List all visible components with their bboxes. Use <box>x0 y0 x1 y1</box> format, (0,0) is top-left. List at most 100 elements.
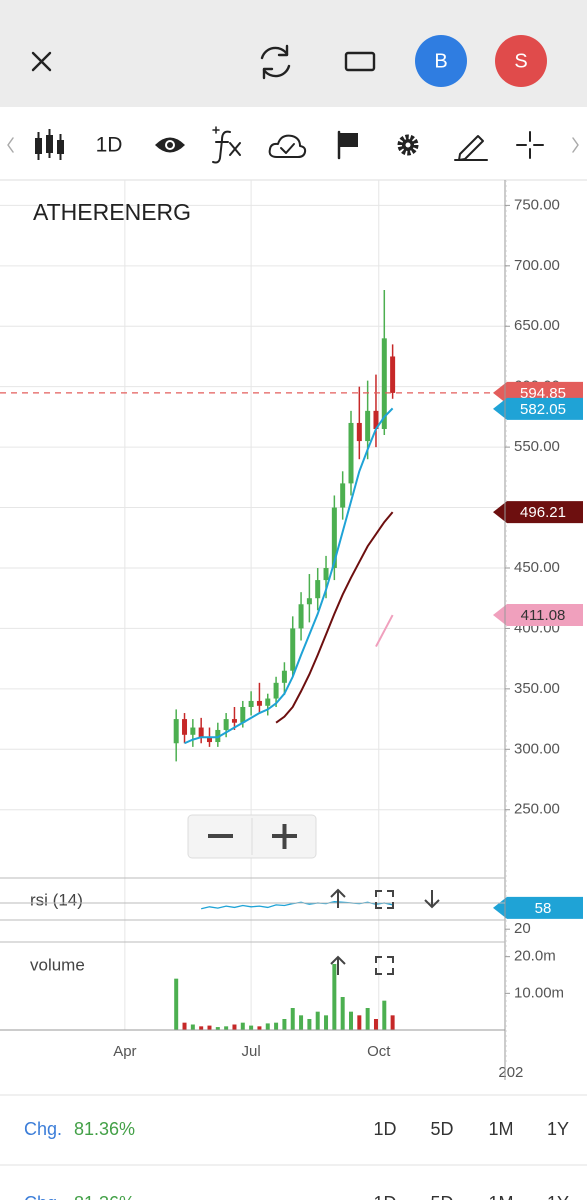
close-button[interactable] <box>31 51 52 72</box>
chart-title: ATHERENERG <box>33 199 191 225</box>
volume-bar <box>299 1015 304 1030</box>
y-tick-label: 350.00 <box>514 680 560 697</box>
candle-body <box>281 670 287 683</box>
volume-bar <box>349 1011 354 1030</box>
candle-body <box>265 698 271 706</box>
x-tick-label: Oct <box>367 1043 391 1060</box>
move-up[interactable] <box>330 888 346 908</box>
candle-body <box>182 719 188 735</box>
candle-body <box>323 567 329 581</box>
x-tick-label: 202 <box>498 1064 523 1081</box>
candle-body <box>356 422 362 442</box>
volume-bar <box>224 1026 229 1030</box>
candle-body <box>190 727 196 735</box>
volume-bar <box>282 1019 287 1030</box>
y-tick-label: 300.00 <box>514 740 560 757</box>
avatar-s[interactable] <box>495 35 547 87</box>
x-tick-label: Apr <box>113 1043 136 1060</box>
volume-bar <box>199 1026 204 1030</box>
maximize[interactable] <box>375 890 394 909</box>
chart-area: Apr Jul Oct202250.00300.00350.00400.00450.… <box>0 180 583 1081</box>
candle-body <box>231 719 237 723</box>
volume-bar <box>324 1015 329 1030</box>
change-label: Chg. <box>24 1119 62 1139</box>
range-button[interactable]: 1D <box>373 1193 396 1200</box>
y-tick-label: 450.00 <box>514 559 560 576</box>
moving-average <box>184 407 394 745</box>
range-button[interactable]: 1M <box>488 1193 513 1200</box>
volume-bar <box>274 1022 279 1030</box>
volume-bar <box>332 964 337 1030</box>
maximize[interactable] <box>375 956 394 975</box>
range-button[interactable]: 5D <box>430 1119 453 1139</box>
volume-bar <box>390 1015 395 1030</box>
volume-bar <box>190 1024 195 1030</box>
crosshair-button[interactable] <box>516 131 544 159</box>
candle-body <box>198 727 204 738</box>
candle-body <box>273 682 279 699</box>
visibility-button[interactable] <box>155 137 185 153</box>
flag-button[interactable] <box>337 130 358 160</box>
y-tick-label: 750.00 <box>514 196 560 213</box>
volume-bar <box>174 978 179 1030</box>
range-button[interactable]: 5D <box>430 1193 453 1200</box>
header-bar <box>0 0 587 107</box>
range-button[interactable]: 1Y <box>547 1119 569 1139</box>
layout-button[interactable] <box>344 51 376 72</box>
zoom-controls <box>187 814 317 859</box>
pane-controls <box>330 888 440 975</box>
refresh-button[interactable] <box>260 44 291 80</box>
candle-body <box>365 410 371 442</box>
settings-button[interactable] <box>397 134 419 156</box>
candle-body <box>373 410 379 429</box>
avatar-b[interactable] <box>415 35 467 87</box>
candle-body <box>206 737 212 743</box>
change-value: 81.36% <box>74 1193 135 1200</box>
price-tag <box>493 397 583 420</box>
volume-bar <box>232 1024 237 1030</box>
volume-bar <box>249 1025 254 1030</box>
candle-body <box>306 598 312 605</box>
interval-button[interactable]: 1D <box>96 134 123 157</box>
scroll-right[interactable] <box>572 137 579 153</box>
volume-bar <box>315 1011 320 1030</box>
avatar-label: S <box>514 50 527 72</box>
range-button[interactable]: 1Y <box>547 1193 569 1200</box>
y-tick-label: 20 <box>514 920 531 937</box>
candle-body <box>298 604 304 629</box>
range-button[interactable]: 1D <box>373 1119 396 1139</box>
price-tag <box>493 896 583 919</box>
volume-bar <box>357 1015 362 1030</box>
price-tag-label: 594.85 <box>520 385 566 402</box>
volume-bar <box>307 1019 312 1030</box>
chart-type-button[interactable] <box>35 129 64 160</box>
moving-average <box>375 614 394 648</box>
zoom-in[interactable] <box>272 824 297 849</box>
price-tag <box>493 501 583 524</box>
volume-bar <box>215 1027 220 1030</box>
volume-bar <box>382 1000 387 1030</box>
x-tick-label: Jul <box>242 1043 261 1060</box>
cloud-button[interactable] <box>268 134 307 158</box>
y-tick-label: 550.00 <box>514 438 560 455</box>
change-value: 81.36% <box>74 1119 135 1139</box>
volume-bar <box>365 1008 370 1030</box>
indicators-button[interactable] <box>212 126 241 164</box>
pane-legend: rsi (14) <box>30 890 83 909</box>
candle-body <box>223 719 229 730</box>
price-tag-label: 58 <box>535 900 552 917</box>
price-tag <box>493 604 583 627</box>
candle-body <box>240 706 246 723</box>
candle-body <box>340 483 346 508</box>
y-tick-label: 10.00m <box>514 984 564 1001</box>
price-tag-label: 411.08 <box>521 607 566 624</box>
volume-bar <box>257 1026 262 1030</box>
range-button[interactable]: 1M <box>488 1119 513 1139</box>
move-down[interactable] <box>424 890 440 909</box>
volume-bar <box>373 1019 378 1030</box>
scroll-left[interactable] <box>7 137 14 153</box>
draw-button[interactable] <box>454 135 488 161</box>
move-up[interactable] <box>330 955 346 975</box>
moving-average <box>275 511 394 724</box>
